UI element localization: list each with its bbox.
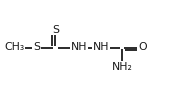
Text: S: S xyxy=(33,42,40,53)
Text: NH₂: NH₂ xyxy=(112,62,132,72)
Text: NH: NH xyxy=(71,42,87,53)
Text: O: O xyxy=(138,42,147,53)
Text: NH: NH xyxy=(93,42,109,53)
Text: CH₃: CH₃ xyxy=(4,42,24,53)
Text: S: S xyxy=(52,25,59,34)
